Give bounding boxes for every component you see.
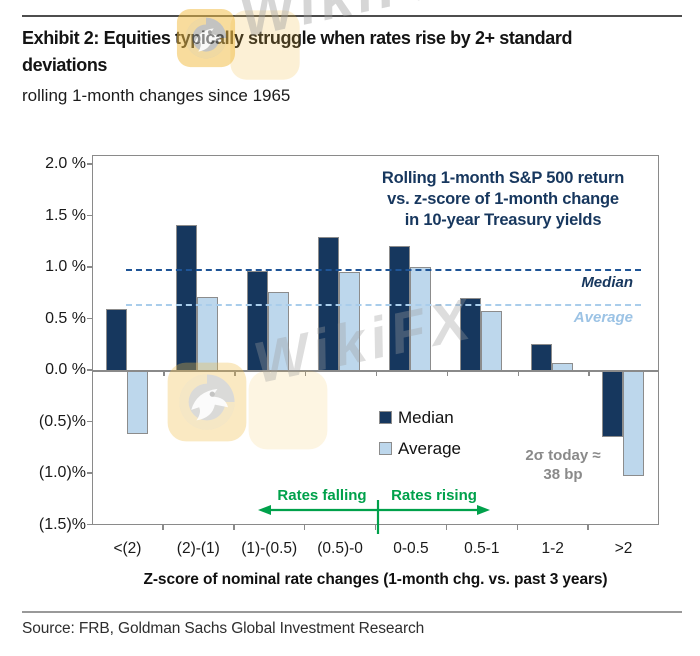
category-tick — [233, 525, 235, 530]
category-tick — [587, 525, 589, 530]
source-note: Source: FRB, Goldman Sachs Global Invest… — [22, 620, 425, 637]
median-ref-label: Median — [581, 274, 633, 292]
category-tick — [304, 371, 307, 376]
average-bar — [197, 296, 219, 371]
y-tick-mark — [87, 472, 92, 474]
y-tick-label: (1.5)% — [38, 515, 86, 533]
median-bar — [459, 297, 481, 371]
median-bar — [530, 344, 552, 371]
category-tick — [374, 525, 377, 530]
legend-median-label: Median — [398, 408, 454, 427]
chart-inner-title-line3: in 10-year Treasury yields — [404, 211, 602, 229]
category-tick — [588, 371, 590, 376]
median-bar — [389, 246, 410, 371]
average-ref-label: Average — [573, 309, 633, 327]
chart-inner-title-line2: vs. z-score of 1-month change — [387, 190, 619, 208]
median-bar — [601, 371, 623, 437]
exhibit-subtitle: rolling 1-month changes since 1965 — [22, 86, 291, 105]
category-tick — [445, 525, 448, 530]
y-tick-mark — [87, 214, 92, 217]
plot-area: Median Average — [92, 155, 659, 525]
exhibit-title-line1: Exhibit 2: Equities typically struggle w… — [22, 28, 573, 48]
chart-legend: Median Average — [379, 408, 461, 470]
y-tick-mark — [87, 317, 92, 320]
rates-falling-arrowhead-icon — [258, 505, 271, 515]
category-tick — [517, 371, 519, 376]
chart-canvas: Median Average Rolling 1-month S&P 500 re… — [0, 140, 700, 610]
category-label: (2)-(1) — [176, 540, 220, 557]
average-bar — [126, 371, 148, 434]
average-bar — [480, 311, 502, 371]
rates-rising-label: Rates rising — [391, 487, 477, 504]
x-axis-title: Z-score of nominal rate changes (1-month… — [143, 571, 608, 588]
category-label: (0.5)-0 — [317, 540, 363, 557]
y-tick-label: 0.0 % — [45, 361, 86, 378]
y-tick-mark — [87, 523, 92, 526]
category-label: 0.5-1 — [464, 540, 500, 557]
legend-item-median: Median — [379, 408, 461, 427]
top-divider — [22, 15, 682, 17]
category-tick — [446, 371, 449, 376]
exhibit-title-line2: deviations — [22, 55, 108, 75]
rates-rising-arrowhead-icon — [477, 505, 490, 515]
y-tick-label: (0.5)% — [38, 412, 86, 430]
average-bar — [622, 371, 644, 477]
category-tick — [234, 371, 236, 376]
y-tick-mark — [87, 163, 92, 165]
y-tick-label: 0.5 % — [45, 309, 86, 327]
category-label: (1)-(0.5) — [241, 540, 298, 557]
category-label: >2 — [614, 540, 633, 557]
y-tick-mark — [87, 369, 92, 371]
legend-item-average: Average — [379, 439, 462, 458]
category-label: <(2) — [113, 540, 142, 557]
y-tick-mark — [87, 266, 92, 268]
rates-falling-label: Rates falling — [277, 487, 367, 504]
y-tick-label: 2.0 % — [45, 155, 86, 172]
exhibit-title: Exhibit 2: Equities typically struggle w… — [22, 25, 698, 79]
chart-inner-title-line1: Rolling 1-month S&P 500 return — [381, 169, 625, 187]
category-label: 1-2 — [541, 540, 564, 557]
median-swatch-icon — [379, 411, 392, 424]
y-tick-mark — [87, 420, 92, 423]
category-tick — [303, 525, 306, 530]
category-tick — [375, 371, 378, 376]
category-tick — [162, 525, 164, 530]
legend-average-label: Average — [398, 439, 462, 458]
y-tick-label: 1.0 % — [45, 258, 86, 275]
chart-inner-title: Rolling 1-month S&P 500 return vs. z-sco… — [338, 168, 668, 231]
zero-baseline — [93, 370, 658, 372]
sigma-annotation-line2: 38 bp — [543, 466, 583, 483]
average-bar — [339, 272, 361, 371]
median-bar — [176, 224, 198, 371]
y-tick-label: (1.0)% — [38, 464, 86, 481]
category-tick — [516, 525, 518, 530]
median-bar — [247, 271, 269, 371]
category-tick — [163, 371, 165, 376]
rates-arrows — [258, 500, 490, 534]
sigma-annotation-line1: 2σ today ≈ — [525, 447, 601, 464]
y-tick-label: 1.5 % — [45, 206, 86, 224]
average-bar — [410, 266, 431, 371]
bottom-divider — [22, 611, 682, 613]
sigma-annotation: 2σ today ≈ 38 bp — [503, 446, 623, 484]
median-ref-line — [126, 269, 641, 272]
category-label: 0-0.5 — [393, 540, 429, 557]
average-swatch-icon — [379, 442, 392, 455]
average-ref-line — [126, 304, 641, 307]
median-bar — [105, 309, 127, 371]
